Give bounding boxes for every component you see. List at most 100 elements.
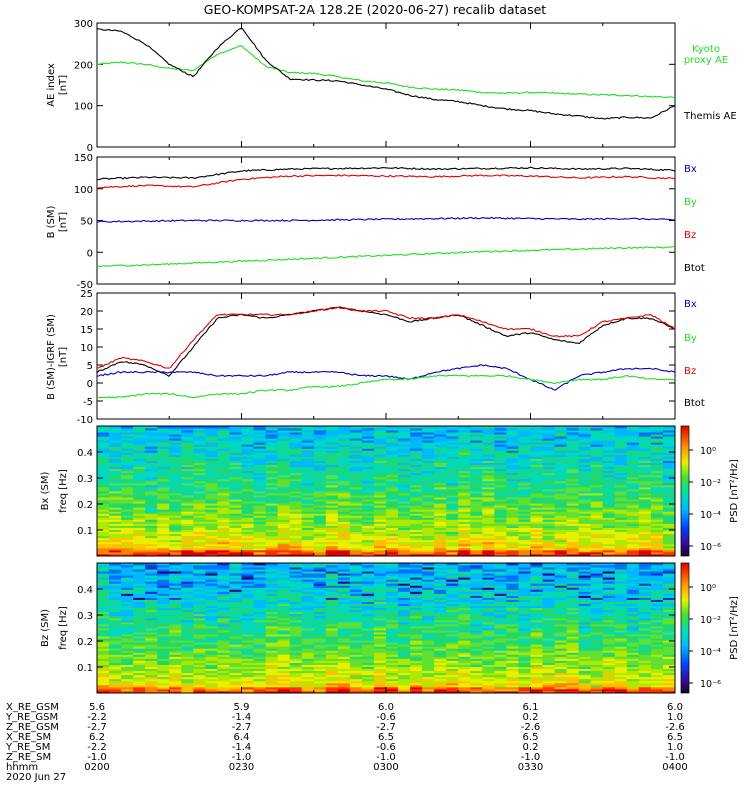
spectrogram-cell bbox=[181, 551, 194, 555]
spectrogram-cell bbox=[145, 454, 158, 457]
spectrogram-cell bbox=[325, 432, 339, 435]
spectrogram-cell bbox=[494, 533, 507, 537]
spectrogram-cell bbox=[361, 527, 375, 530]
spectrogram-cell bbox=[422, 680, 435, 684]
spectrogram-cell bbox=[109, 628, 122, 631]
spectrogram-cell bbox=[361, 619, 375, 623]
spectrogram-cell bbox=[662, 539, 676, 543]
spectrogram-cell bbox=[590, 495, 604, 498]
spectrogram-cell bbox=[373, 535, 387, 539]
spectrogram-cell bbox=[145, 545, 158, 549]
spectrogram-cell bbox=[422, 454, 435, 457]
spectrogram-cell bbox=[542, 436, 555, 439]
spectrogram-cell bbox=[349, 611, 363, 615]
spectrogram-cell bbox=[277, 585, 291, 588]
spectrogram-cell bbox=[277, 464, 291, 468]
spectrogram-cell bbox=[602, 541, 616, 545]
spectrogram-cell bbox=[301, 571, 315, 574]
spectrogram-cell bbox=[277, 505, 291, 508]
spectrogram-cell bbox=[301, 613, 315, 617]
spectrogram-cell bbox=[325, 591, 339, 594]
spectrogram-cell bbox=[349, 472, 363, 476]
spectrogram-cell bbox=[410, 668, 423, 672]
spectrogram-cell bbox=[638, 527, 652, 530]
spectrogram-cell bbox=[410, 464, 423, 468]
spectrogram-cell bbox=[157, 575, 170, 578]
spectrogram-cell bbox=[373, 662, 387, 665]
spectrogram-cell bbox=[253, 660, 266, 663]
spectrogram-cell bbox=[301, 493, 315, 496]
spectrogram-cell bbox=[121, 625, 134, 629]
spectrogram-cell bbox=[313, 597, 327, 600]
spectrogram-cell bbox=[253, 595, 266, 598]
spectrogram-cell bbox=[181, 581, 194, 584]
spectrogram-cell bbox=[542, 523, 555, 526]
spectrogram-cell bbox=[434, 468, 447, 472]
spectrogram-cell bbox=[662, 430, 676, 433]
spectrogram-cell bbox=[109, 428, 122, 431]
spectrogram-cell bbox=[97, 452, 110, 455]
spectrogram-cell bbox=[361, 505, 375, 508]
spectrogram-cell bbox=[337, 509, 351, 512]
spectrogram-cell bbox=[169, 648, 182, 651]
spectrogram-cell bbox=[301, 646, 315, 649]
spectrogram-cell bbox=[518, 446, 531, 449]
spectrogram-cell bbox=[217, 543, 230, 547]
spectrogram-cell bbox=[626, 444, 640, 447]
spectrogram-cell bbox=[650, 476, 664, 480]
spectrogram-cell bbox=[133, 509, 146, 512]
spectrogram-cell bbox=[229, 652, 242, 655]
spectrogram-cell bbox=[265, 458, 279, 461]
spectrogram-cell bbox=[373, 625, 387, 629]
spectrogram-cell bbox=[542, 476, 555, 480]
spectrogram-cell bbox=[530, 484, 543, 488]
spectrogram-cell bbox=[253, 478, 266, 482]
spectrogram-cell bbox=[205, 583, 218, 586]
spectrogram-cell bbox=[313, 434, 327, 437]
spectrogram-cell bbox=[157, 599, 170, 602]
spectrogram-cell bbox=[337, 432, 351, 435]
spectrogram-cell bbox=[325, 642, 339, 645]
spectrogram-cell bbox=[169, 511, 182, 514]
spectrogram-cell bbox=[313, 650, 327, 653]
spectrogram-cell bbox=[301, 458, 315, 461]
spectrogram-cell bbox=[602, 478, 616, 482]
spectrogram-cell bbox=[542, 505, 555, 508]
spectrogram-cell bbox=[109, 519, 122, 522]
spectrogram-cell bbox=[181, 615, 194, 619]
spectrogram-cell bbox=[241, 619, 254, 623]
spectrogram-cell bbox=[277, 662, 291, 665]
spectrogram-cell bbox=[398, 444, 411, 447]
spectrogram-cell bbox=[434, 456, 447, 459]
spectrogram-cell bbox=[325, 573, 339, 576]
spectrogram-cell bbox=[133, 670, 146, 674]
spectrogram-cell bbox=[229, 482, 242, 486]
spectrogram-cell bbox=[181, 619, 194, 623]
spectrogram-cell bbox=[410, 537, 423, 541]
spectrogram-cell bbox=[325, 539, 339, 543]
spectrogram-cell bbox=[650, 448, 664, 451]
spectrogram-cell bbox=[638, 464, 652, 468]
spectrogram-cell bbox=[229, 660, 242, 663]
spectrogram-cell bbox=[169, 666, 182, 670]
spectrogram-cell bbox=[181, 609, 194, 613]
spectrogram-cell bbox=[229, 662, 242, 665]
spectrogram-cell bbox=[373, 569, 387, 572]
spectrogram-cell bbox=[121, 484, 134, 488]
spectrogram-cell bbox=[578, 476, 592, 480]
spectrogram-cell bbox=[157, 553, 170, 557]
spectrogram-cell bbox=[386, 456, 399, 459]
spectrogram-cell bbox=[410, 656, 423, 659]
spectrogram-cell bbox=[313, 454, 327, 457]
spectrogram-cell bbox=[229, 682, 242, 686]
spectrogram-cell bbox=[398, 595, 411, 598]
spectrogram-cell bbox=[398, 521, 411, 524]
spectrogram-cell bbox=[121, 632, 134, 635]
spectrogram-cell bbox=[181, 652, 194, 655]
spectrogram-cell bbox=[277, 551, 291, 555]
spectrogram-cell bbox=[229, 476, 242, 480]
spectrogram-cell bbox=[494, 493, 507, 496]
spectrogram-cell bbox=[386, 636, 399, 639]
spectrogram-cell bbox=[181, 442, 194, 445]
spectrogram-cell bbox=[542, 531, 555, 535]
